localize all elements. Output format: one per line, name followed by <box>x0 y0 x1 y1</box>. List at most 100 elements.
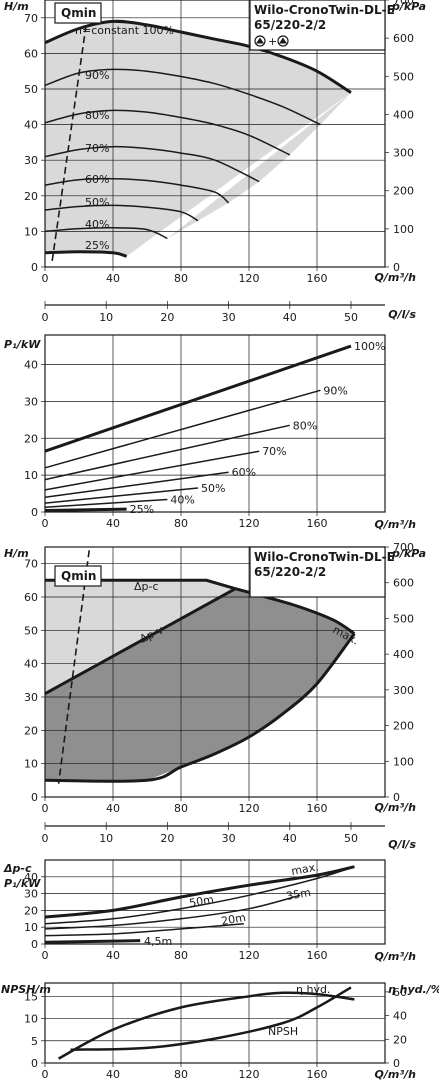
c2-curve-6 <box>44 498 168 508</box>
c5-xtick-3: 120 <box>239 1068 260 1080</box>
c3-ytick-2: 20 <box>24 724 38 737</box>
c1-title-line1: Wilo-CronoTwin-DL-E <box>254 3 395 17</box>
c4-xtick-3: 120 <box>239 949 260 962</box>
c4-ytick-1: 10 <box>24 921 38 934</box>
c1-qmin-box: Qmin <box>54 2 102 24</box>
c2-ytick-1: 10 <box>24 469 38 482</box>
c3-ytick-7: 70 <box>24 558 38 571</box>
c5-y2tick-0: 0 <box>393 1057 400 1070</box>
c2-ylabel: P₁/kW <box>4 338 41 351</box>
c1-ytick-5: 50 <box>24 83 38 96</box>
c2-curve-1 <box>44 389 321 469</box>
c2-curve-3 <box>44 450 260 491</box>
c5-curves <box>58 986 355 1060</box>
c2-labels: P₁/kW Q/m³/h 100% 90% 80% 70% 60% 50% 40% 25% <box>4 338 416 531</box>
c1-x2tick-1: 10 <box>99 311 113 324</box>
c3-y2tick-3: 300 <box>393 684 414 697</box>
c1-title-box <box>249 0 386 51</box>
c1-y2tick-6: 600 <box>393 32 414 45</box>
c5-xtick-0: 0 <box>42 1068 49 1080</box>
c1-labels: H/m p/kPa Q/m³/h Q/l/s n=constant 100% 90% 80%… <box>4 0 426 321</box>
c5-y2tick-1: 20 <box>393 1033 407 1046</box>
c4-curve-1 <box>44 865 355 925</box>
c1-xtick-4: 160 <box>307 272 328 285</box>
c3-ticks: 0 40 80 120 16001020304050607001002003004005… <box>24 541 414 845</box>
c1-series-label-5: 50% <box>85 196 109 209</box>
svg-text:+: + <box>268 35 277 48</box>
c3-y2tick-0: 0 <box>393 791 400 804</box>
c4-series-label-3: 20m <box>220 911 247 928</box>
c1-curve-1 <box>45 68 321 126</box>
c3-xtick-0: 0 <box>42 802 49 815</box>
c1-xtick-1: 40 <box>106 272 120 285</box>
c2-xtick-2: 80 <box>174 517 188 530</box>
c2-series-label-1: 90% <box>323 384 347 397</box>
c2-series-label-6: 40% <box>170 493 194 506</box>
c1-curve-5 <box>45 204 199 222</box>
c4-ytick-2: 20 <box>24 904 38 917</box>
c2-curves <box>44 344 352 512</box>
c3-annot-dpc: Δp-c <box>134 580 159 593</box>
c2-curve-5 <box>44 487 199 504</box>
c3-dpv-line <box>45 587 237 696</box>
chart-npsh-efficiency: 0 40 80 120 160 0 5 10 15 0 20 40 60 NPSH/m η hyd./% Q… <box>1 982 439 1080</box>
c2-ticks: 0 40 80 120 160 0 10 20 30 40 <box>24 359 328 531</box>
svg-text:Qmin: Qmin <box>61 569 96 583</box>
c2-ytick-0: 0 <box>31 506 38 519</box>
c1-series-label-4: 60% <box>85 173 109 186</box>
c5-y2tick-3: 60 <box>393 986 407 999</box>
c2-plot-frame <box>44 334 386 513</box>
c1-y2tick-5: 500 <box>393 70 414 83</box>
c3-y2tick-1: 100 <box>393 755 414 768</box>
c1-curve-2 <box>45 109 291 156</box>
c2-series-label-0: 100% <box>354 340 385 353</box>
c3-qmin-box: Qmin <box>54 565 102 587</box>
c1-xlabel: Q/m³/h <box>375 271 417 284</box>
c3-title-line2: 65/220-2/2 <box>254 565 326 579</box>
c4-series-label-1: 50m <box>188 893 215 910</box>
c4-curve-2 <box>44 894 301 930</box>
c2-series-label-5: 50% <box>201 482 225 495</box>
c1-ytick-7: 70 <box>24 12 38 25</box>
c3-dpv-range <box>45 588 355 781</box>
c5-plot-frame <box>44 982 386 1064</box>
c4-ytick-4: 40 <box>24 871 38 884</box>
c3-ytick-6: 60 <box>24 591 38 604</box>
c1-series-label-3: 70% <box>85 142 109 155</box>
c4-curve-0 <box>44 865 355 919</box>
c1-series-label-0: n=constant 100% <box>75 24 174 37</box>
c3-ylabel: H/m <box>4 547 29 560</box>
c3-ytick-0: 0 <box>31 791 38 804</box>
c1-title-line2: 65/220-2/2 <box>254 18 326 32</box>
c1-y2tick-0: 0 <box>393 261 400 274</box>
c4-xtick-2: 80 <box>174 949 188 962</box>
c5-ylabel: NPSH/m <box>1 983 51 996</box>
c5-xtick-4: 160 <box>307 1068 328 1080</box>
c1-ytick-3: 30 <box>24 154 38 167</box>
c3-x2tick-3: 30 <box>222 832 236 845</box>
c2-series-label-3: 70% <box>262 445 286 458</box>
c4-curves <box>44 865 355 944</box>
c3-ytick-3: 30 <box>24 691 38 704</box>
c1-curve-6 <box>45 227 168 240</box>
svg-text:Qmin: Qmin <box>61 6 96 20</box>
c4-series-label-2: 35m <box>285 886 312 903</box>
c5-ytick-3: 15 <box>24 990 38 1003</box>
c4-ytick-0: 0 <box>31 938 38 951</box>
c4-ylabel-line2: P₁/kW <box>4 877 41 890</box>
c1-y2tick-2: 200 <box>393 185 414 198</box>
c4-ylabel-line1: Δp-c <box>3 862 32 875</box>
c3-min-curve <box>45 632 356 783</box>
c3-x2tick-5: 50 <box>344 832 358 845</box>
c5-y2tick-2: 40 <box>393 1010 407 1023</box>
c1-ytick-0: 0 <box>31 261 38 274</box>
c1-y2tick-7: 700 <box>393 0 414 7</box>
c1-x2tick-5: 50 <box>344 311 358 324</box>
c5-curve-1 <box>70 986 352 1051</box>
c2-series-label-4: 60% <box>232 466 256 479</box>
c1-ylabel: H/m <box>4 0 29 13</box>
c3-y2tick-7: 700 <box>393 541 414 554</box>
c3-ytick-4: 40 <box>24 658 38 671</box>
c5-xlabel: Q/m³/h <box>375 1068 417 1080</box>
c5-series-label-0: η hyd. <box>296 983 330 996</box>
